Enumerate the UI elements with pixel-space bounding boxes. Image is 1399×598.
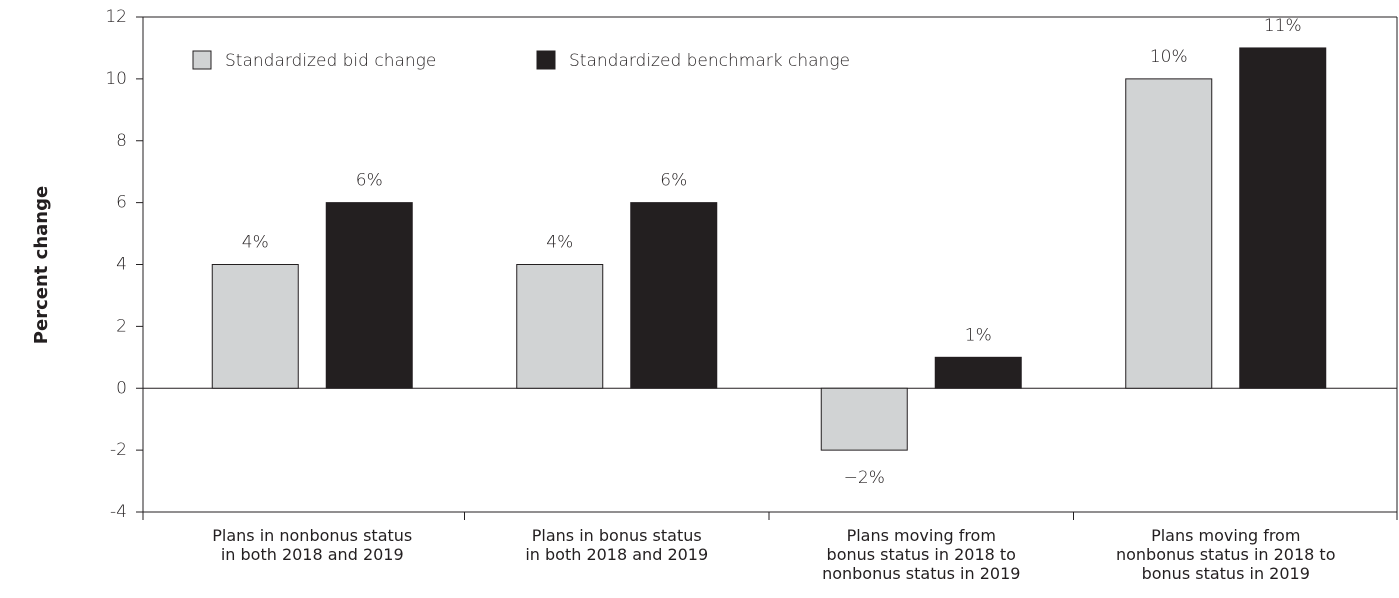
data-label: −2%	[844, 468, 885, 488]
y-axis-label: Percent change	[31, 186, 52, 344]
x-tick-label: Plans moving from bonus status in 2018 t…	[822, 526, 1021, 583]
legend-label: Standardized benchmark change	[569, 51, 850, 71]
data-label: 11%	[1264, 16, 1302, 36]
bar	[1239, 47, 1327, 389]
bar	[630, 202, 718, 389]
bar	[1125, 78, 1213, 389]
data-label: 6%	[356, 171, 383, 191]
y-tick-label: 8	[116, 131, 127, 151]
x-tick-label: Plans in bonus status in both 2018 and 2…	[525, 526, 709, 564]
data-label: 4%	[242, 233, 269, 253]
legend-label: Standardized bid change	[225, 51, 436, 71]
y-tick-label: 2	[116, 316, 127, 336]
y-tick-label: 6	[116, 193, 127, 213]
legend-swatch	[192, 50, 212, 70]
data-label: 1%	[965, 325, 992, 345]
y-tick-label: 10	[105, 69, 127, 89]
bar	[934, 356, 1022, 389]
y-tick-label: -4	[110, 502, 127, 522]
bar	[325, 202, 413, 389]
legend-swatch	[536, 50, 556, 70]
y-tick-label: 0	[116, 378, 127, 398]
x-tick-label: Plans moving from nonbonus status in 201…	[1115, 526, 1336, 583]
bar	[516, 264, 604, 389]
data-label: 6%	[660, 171, 687, 191]
y-tick-label: 12	[105, 7, 127, 27]
bar	[820, 387, 908, 451]
data-label: 10%	[1150, 47, 1188, 67]
y-tick-label: -2	[110, 440, 127, 460]
bar	[211, 264, 299, 389]
data-label: 4%	[546, 233, 573, 253]
x-tick-label: Plans in nonbonus status in both 2018 an…	[212, 526, 413, 564]
y-tick-label: 4	[116, 255, 127, 275]
